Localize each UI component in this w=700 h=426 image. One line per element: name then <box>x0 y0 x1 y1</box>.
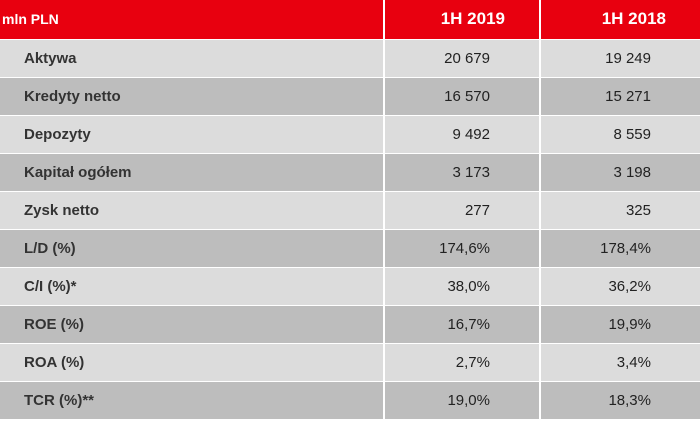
table-header-row: mln PLN 1H 2019 1H 2018 <box>0 0 700 39</box>
value-1h2019: 19,0% <box>384 380 541 419</box>
value-1h2019: 38,0% <box>384 266 541 305</box>
table-row-zysk-netto: Zysk netto 277 325 <box>0 190 700 229</box>
unit-header: mln PLN <box>0 0 385 39</box>
value-1h2019: 174,6% <box>384 228 541 267</box>
value-1h2018: 3,4% <box>540 342 700 381</box>
table-row-ld: L/D (%) 174,6% 178,4% <box>0 228 700 267</box>
row-label: Kapitał ogółem <box>0 152 385 191</box>
value-1h2019: 2,7% <box>384 342 541 381</box>
table-row-tcr: TCR (%)** 19,0% 18,3% <box>0 380 700 419</box>
value-1h2018: 3 198 <box>540 152 700 191</box>
value-1h2019: 20 679 <box>384 38 541 77</box>
value-1h2019: 277 <box>384 190 541 229</box>
row-label: TCR (%)** <box>0 380 385 419</box>
value-1h2018: 178,4% <box>540 228 700 267</box>
row-label: Aktywa <box>0 38 385 77</box>
value-1h2018: 36,2% <box>540 266 700 305</box>
value-1h2018: 8 559 <box>540 114 700 153</box>
table-row-depozyty: Depozyty 9 492 8 559 <box>0 114 700 153</box>
row-label: Depozyty <box>0 114 385 153</box>
value-1h2019: 16 570 <box>384 76 541 115</box>
value-1h2019: 16,7% <box>384 304 541 343</box>
value-1h2018: 325 <box>540 190 700 229</box>
value-1h2018: 19,9% <box>540 304 700 343</box>
table-row-ci: C/I (%)* 38,0% 36,2% <box>0 266 700 305</box>
value-1h2018: 18,3% <box>540 380 700 419</box>
row-label: Kredyty netto <box>0 76 385 115</box>
value-1h2019: 9 492 <box>384 114 541 153</box>
table-row-kapital-ogolem: Kapitał ogółem 3 173 3 198 <box>0 152 700 191</box>
value-1h2019: 3 173 <box>384 152 541 191</box>
table-row-roe: ROE (%) 16,7% 19,9% <box>0 304 700 343</box>
value-1h2018: 15 271 <box>540 76 700 115</box>
value-1h2018: 19 249 <box>540 38 700 77</box>
table-row-roa: ROA (%) 2,7% 3,4% <box>0 342 700 381</box>
table-row-aktywa: Aktywa 20 679 19 249 <box>0 38 700 77</box>
table-row-kredyty-netto: Kredyty netto 16 570 15 271 <box>0 76 700 115</box>
row-label: L/D (%) <box>0 228 385 267</box>
row-label: Zysk netto <box>0 190 385 229</box>
column-header-1h2018: 1H 2018 <box>540 0 700 39</box>
column-header-1h2019: 1H 2019 <box>384 0 541 39</box>
row-label: ROA (%) <box>0 342 385 381</box>
row-label: C/I (%)* <box>0 266 385 305</box>
row-label: ROE (%) <box>0 304 385 343</box>
